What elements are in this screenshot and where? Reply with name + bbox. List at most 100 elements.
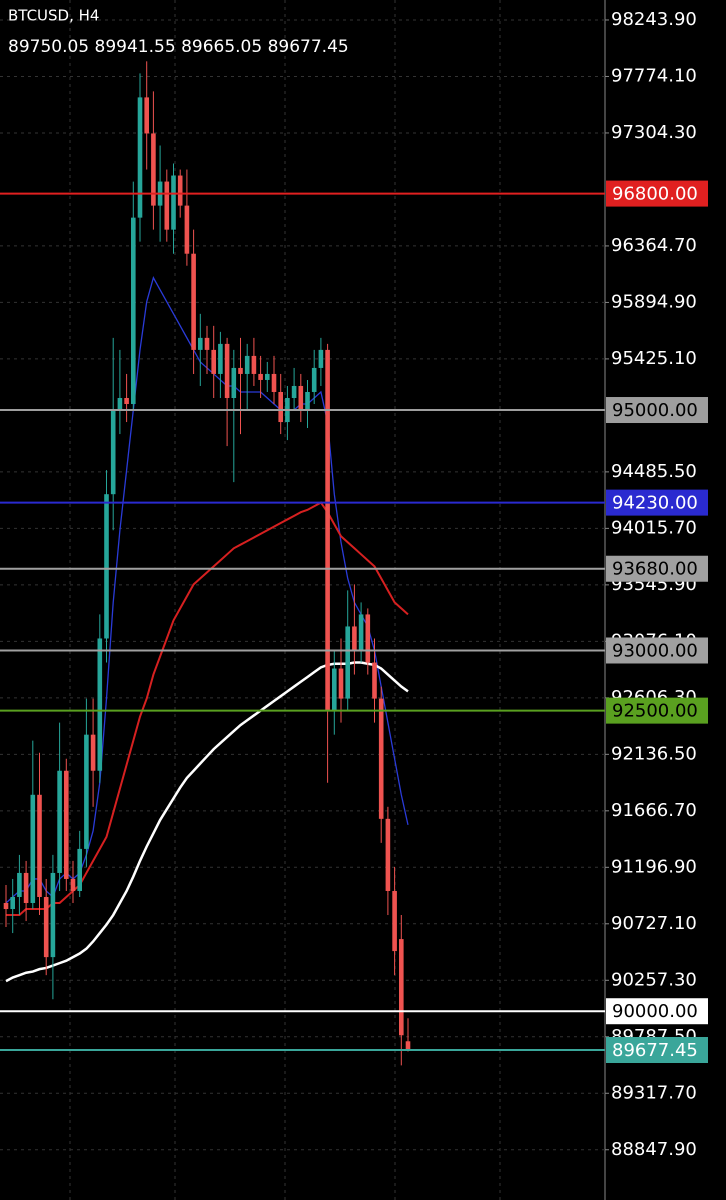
candle-body bbox=[164, 181, 170, 230]
candle-body bbox=[291, 385, 297, 398]
level-label-box bbox=[606, 180, 708, 207]
candle-body bbox=[30, 794, 36, 904]
candle-body bbox=[57, 770, 62, 873]
low-value: 89665.05 bbox=[181, 37, 262, 57]
level-label: 93680.00 bbox=[612, 559, 698, 580]
candle-body bbox=[10, 896, 15, 910]
candle-body bbox=[144, 97, 149, 134]
candle-body bbox=[124, 397, 129, 405]
candle-body bbox=[224, 343, 230, 398]
y-tick-label: 90257.30 bbox=[611, 969, 697, 990]
candle-body bbox=[204, 337, 210, 350]
candle-body bbox=[110, 410, 116, 495]
candle-body bbox=[385, 818, 391, 891]
candle-body bbox=[278, 391, 283, 423]
candle-body bbox=[265, 373, 270, 380]
level-label-box bbox=[606, 555, 708, 582]
y-tick-label: 92136.50 bbox=[611, 743, 697, 764]
level-label: 93000.00 bbox=[612, 641, 698, 662]
candle-body bbox=[332, 668, 337, 711]
candle-body bbox=[218, 343, 223, 374]
candle-body bbox=[97, 638, 103, 771]
candle-body bbox=[258, 373, 263, 380]
level-label: 95000.00 bbox=[612, 400, 698, 421]
level-label-box bbox=[606, 489, 708, 516]
candle-body bbox=[405, 1041, 411, 1051]
level-label-box bbox=[606, 397, 708, 424]
candle-body bbox=[64, 770, 69, 879]
candle-body bbox=[3, 903, 9, 910]
y-tick-label: 94015.70 bbox=[611, 517, 697, 538]
level-label: 90000.00 bbox=[612, 1001, 698, 1022]
candle-body bbox=[305, 391, 310, 411]
level-label-box bbox=[606, 998, 708, 1025]
candle-body bbox=[131, 217, 136, 405]
level-label-box bbox=[606, 697, 708, 724]
candle-body bbox=[77, 848, 82, 891]
candle-body bbox=[311, 367, 317, 392]
level-label-box bbox=[606, 637, 708, 664]
candle-body bbox=[372, 662, 377, 699]
y-tick-label: 89317.70 bbox=[611, 1082, 697, 1103]
candle-body bbox=[358, 614, 364, 651]
y-tick-label: 94485.50 bbox=[611, 461, 697, 482]
y-tick-label: 96364.70 bbox=[611, 235, 697, 256]
y-tick-label: 91666.70 bbox=[611, 800, 697, 821]
candle-body bbox=[244, 355, 250, 374]
chart-title: BTCUSD, H4 bbox=[8, 7, 99, 25]
price-axis: 98243.90 97774.10 97304.30 96364.70 95894.90… bbox=[605, 9, 708, 1160]
candle-body bbox=[392, 890, 397, 952]
y-tick-label: 97774.10 bbox=[611, 65, 697, 86]
level-label: 94230.00 bbox=[612, 493, 698, 514]
y-tick-label: 95425.10 bbox=[611, 348, 697, 369]
plot bbox=[0, 61, 605, 1066]
candle-body bbox=[365, 614, 371, 663]
level-label: 92500.00 bbox=[612, 701, 698, 722]
candle-body bbox=[90, 734, 96, 771]
candle-body bbox=[352, 626, 357, 651]
candle-body bbox=[231, 367, 237, 398]
candle-body bbox=[177, 175, 183, 206]
candle-body bbox=[325, 349, 330, 711]
candle-body bbox=[298, 385, 304, 411]
close-value: 89677.45 bbox=[268, 37, 349, 57]
candle-body bbox=[211, 349, 216, 374]
high-value: 89941.55 bbox=[95, 37, 176, 57]
candle-body bbox=[104, 494, 109, 639]
candle-body bbox=[37, 794, 42, 897]
candle-body bbox=[338, 668, 344, 699]
candle-body bbox=[17, 872, 22, 897]
candle-body bbox=[117, 397, 123, 411]
candle-body bbox=[198, 337, 203, 350]
open-value: 89750.05 bbox=[8, 37, 89, 57]
candle-body bbox=[84, 734, 89, 849]
candle-body bbox=[43, 896, 49, 958]
y-tick-label: 98243.90 bbox=[611, 9, 697, 30]
candle-body bbox=[345, 626, 350, 699]
candle-body bbox=[184, 205, 190, 254]
grid bbox=[0, 0, 605, 1200]
candle-body bbox=[271, 373, 277, 392]
candle-body bbox=[23, 872, 29, 904]
y-tick-label: 97304.30 bbox=[611, 122, 697, 143]
candle-body bbox=[378, 698, 384, 819]
last-price-label-box bbox=[606, 1037, 708, 1064]
candle-body bbox=[70, 878, 76, 891]
candle-body bbox=[137, 97, 143, 218]
candle-body bbox=[251, 355, 257, 374]
candle-body bbox=[399, 939, 404, 1036]
candle-body bbox=[50, 872, 56, 958]
candle-body bbox=[318, 349, 324, 368]
y-tick-label: 88847.90 bbox=[611, 1139, 697, 1160]
y-tick-label: 90727.10 bbox=[611, 913, 697, 934]
y-tick-label: 95894.90 bbox=[611, 291, 697, 312]
y-tick-label: 91196.90 bbox=[611, 856, 697, 877]
last-price-label: 89677.45 bbox=[612, 1040, 698, 1061]
candle-body bbox=[191, 253, 196, 350]
candle-body bbox=[238, 367, 243, 374]
ohlc-readout: 89750.05 89941.55 89665.05 89677.45 bbox=[8, 37, 349, 57]
candle-body bbox=[151, 133, 156, 206]
candle-body bbox=[171, 175, 176, 230]
level-label: 96800.00 bbox=[612, 184, 698, 205]
